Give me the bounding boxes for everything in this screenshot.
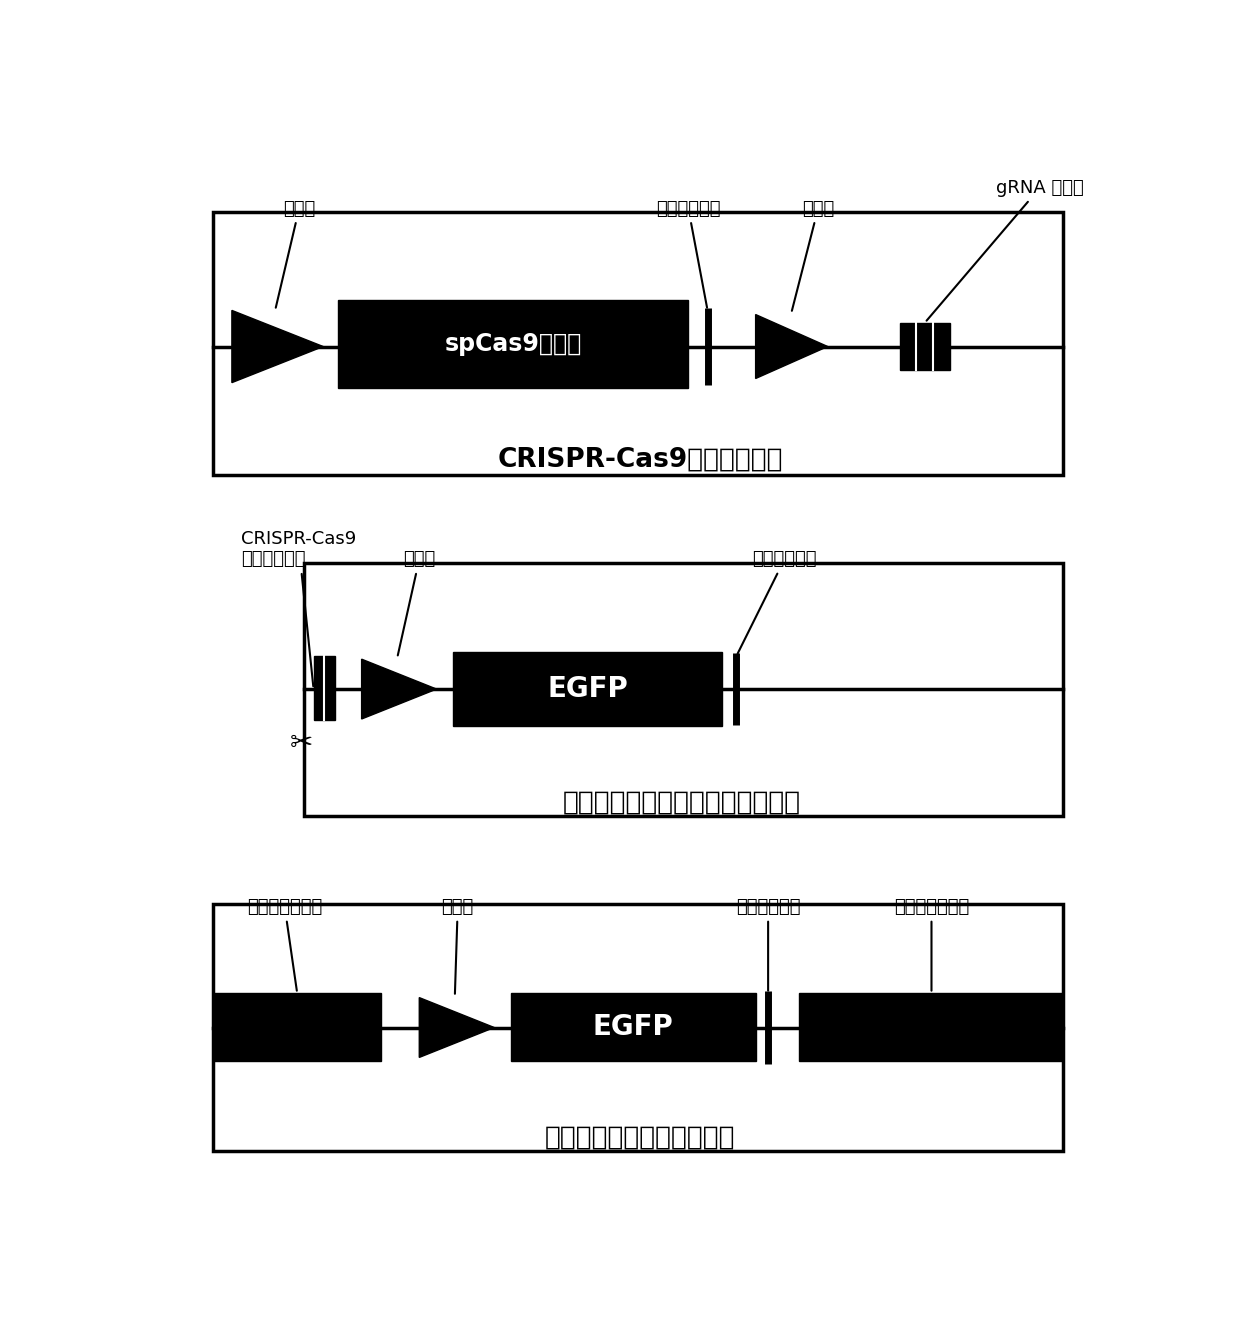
- Text: EGFP: EGFP: [593, 1013, 673, 1041]
- Bar: [453, 653, 722, 726]
- Polygon shape: [362, 659, 436, 720]
- Text: 启动子: 启动子: [275, 200, 315, 308]
- Text: 右端同源臂序列: 右端同源臂序列: [894, 898, 970, 990]
- Text: 同源重组外源基因供体质粒: 同源重组外源基因供体质粒: [546, 1124, 735, 1151]
- Bar: [213, 212, 1063, 476]
- Text: 启动子: 启动子: [398, 551, 435, 655]
- Text: gRNA 表达框: gRNA 表达框: [926, 180, 1084, 320]
- Text: spCas9核酸酶: spCas9核酸酶: [444, 332, 582, 356]
- Bar: [337, 300, 688, 387]
- Bar: [213, 903, 1063, 1151]
- Text: 转录终止信号: 转录终止信号: [735, 898, 800, 990]
- Text: 左端同源臂序列: 左端同源臂序列: [247, 898, 322, 990]
- Bar: [799, 993, 1063, 1060]
- Polygon shape: [755, 315, 828, 378]
- Text: ✂: ✂: [289, 729, 312, 757]
- Text: 转录终止信号: 转录终止信号: [656, 200, 720, 308]
- Polygon shape: [419, 997, 495, 1057]
- Bar: [304, 563, 1063, 816]
- Bar: [900, 323, 950, 370]
- Text: 启动子: 启动子: [441, 898, 474, 994]
- Text: CRISPR-Cas9
系统识别位点: CRISPR-Cas9 系统识别位点: [242, 529, 357, 686]
- Text: 转录终止信号: 转录终止信号: [738, 551, 817, 654]
- Text: CRISPR-Cas9系统表达载体: CRISPR-Cas9系统表达载体: [497, 448, 782, 473]
- Bar: [213, 993, 381, 1060]
- Bar: [314, 657, 335, 720]
- Text: 启动子: 启动子: [792, 200, 835, 311]
- Text: 非同源末端连接外源基因供体质粒: 非同源末端连接外源基因供体质粒: [563, 789, 801, 816]
- Polygon shape: [232, 311, 324, 383]
- Bar: [511, 993, 755, 1060]
- Text: EGFP: EGFP: [547, 675, 627, 704]
